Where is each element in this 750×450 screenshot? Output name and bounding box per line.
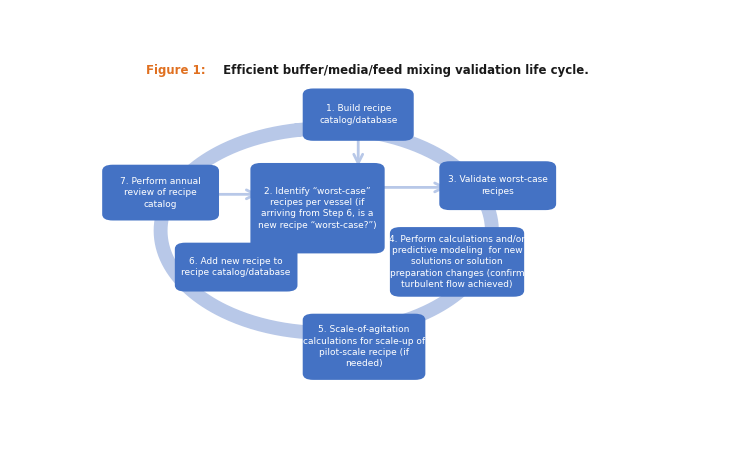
Text: 2. Identify “worst-case”
recipes per vessel (if
arriving from Step 6, is a
new r: 2. Identify “worst-case” recipes per ves… [258, 186, 376, 230]
Text: Efficient buffer/media/feed mixing validation life cycle.: Efficient buffer/media/feed mixing valid… [219, 64, 589, 77]
FancyBboxPatch shape [102, 165, 219, 220]
Text: 3. Validate worst-case
recipes: 3. Validate worst-case recipes [448, 176, 548, 196]
Text: Figure 1:: Figure 1: [146, 64, 206, 77]
FancyBboxPatch shape [390, 227, 524, 297]
FancyBboxPatch shape [303, 89, 414, 141]
Text: 1. Build recipe
catalog/database: 1. Build recipe catalog/database [319, 104, 398, 125]
Text: 6. Add new recipe to
recipe catalog/database: 6. Add new recipe to recipe catalog/data… [182, 257, 291, 277]
FancyBboxPatch shape [303, 314, 425, 380]
FancyBboxPatch shape [251, 163, 385, 253]
FancyBboxPatch shape [440, 161, 556, 210]
Text: 5. Scale-of-agitation
calculations for scale-up of
pilot-scale recipe (if
needed: 5. Scale-of-agitation calculations for s… [303, 325, 425, 369]
Text: 4. Perform calculations and/or
predictive modeling  for new
solutions or solutio: 4. Perform calculations and/or predictiv… [389, 234, 525, 289]
Text: 7. Perform annual
review of recipe
catalog: 7. Perform annual review of recipe catal… [120, 177, 201, 208]
FancyBboxPatch shape [175, 243, 298, 292]
